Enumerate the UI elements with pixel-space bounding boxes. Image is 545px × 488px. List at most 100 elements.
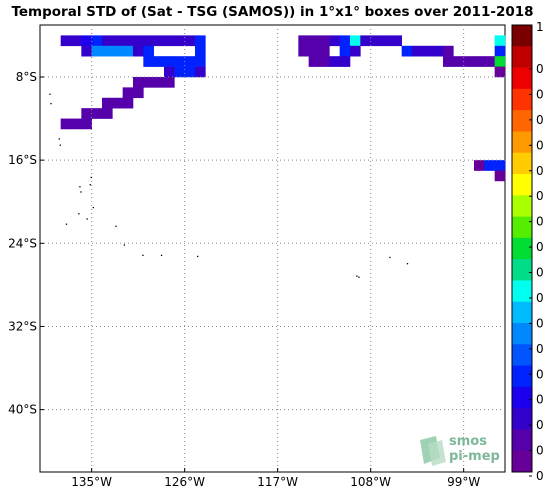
data-cell [298,35,309,47]
island-speck [123,244,125,246]
data-cell [443,56,454,67]
colorbar-label: 0 [536,138,544,152]
data-cell [350,35,361,47]
data-cell [81,118,92,130]
data-cell [494,35,506,47]
data-cell [474,56,485,67]
data-cell [195,66,206,78]
data-cell [484,160,495,171]
island-speck [160,254,163,257]
data-cell [91,35,103,47]
island-speck [59,144,61,146]
map-title: Temporal STD of (Sat - TSG (SAMOS)) in 1… [11,4,534,20]
y-tick-label: 24°S [8,236,37,250]
data-cell [391,35,402,47]
data-cell [122,35,134,47]
colorbar-segment [512,131,532,154]
colorbar-label: 0 [536,367,544,381]
island-speck [406,263,409,265]
colorbar-label: 0 [536,164,544,178]
gridlines [40,25,505,472]
colorbar-segment [512,67,532,90]
data-cell [195,45,206,57]
y-tick-label: 40°S [8,403,37,417]
data-cell [91,45,103,57]
data-cell [184,66,196,78]
y-axis-ticks: 8°S 16°S 24°S 32°S 40°S [8,70,44,417]
data-cell [143,45,154,57]
data-cell [122,97,134,109]
island-speck [79,186,81,188]
data-cell [339,56,351,67]
colorbar-label: 0 [536,469,544,483]
data-cell [350,45,361,57]
data-cell [153,56,165,67]
data-cell [339,45,351,57]
data-cell [102,35,113,47]
data-cell [432,45,444,57]
island-speck [197,255,199,258]
colorbar-segment [512,237,532,260]
island-speck [65,223,68,225]
data-cell [71,35,82,47]
colorbar-segment [512,429,532,452]
map-frame [39,24,506,473]
y-tick-label: 8°S [16,70,37,84]
data-cell [81,108,92,119]
data-cell [174,35,185,47]
data-cell [174,66,185,78]
data-cell [164,35,175,47]
colorbar-segment [512,386,532,409]
x-tick-label: 99°W [447,475,480,488]
data-cell [329,35,340,47]
data-cell [81,45,92,57]
colorbar-segment [512,408,532,430]
data-cell [133,87,144,99]
island-speck [50,102,52,105]
data-cell [463,56,475,67]
colorbar: 1 0 0 0 0 0 0 0 0 0 0 0 0 0 0 0 0 0 [511,20,544,483]
colorbar-label: 0 [536,87,544,101]
data-cell [164,66,175,78]
colorbar-label: 0 [536,291,544,305]
data-cell [381,35,392,47]
x-tick-label: 117°W [257,475,298,488]
colorbar-segment [512,88,532,111]
colorbar-label: 0 [536,266,544,280]
colorbar-segment [512,450,532,473]
colorbar-segment [512,174,532,196]
colorbar-segment [512,323,532,345]
colorbar-segment [512,25,532,47]
data-cell [112,97,123,109]
colorbar-segment [512,110,532,132]
data-cell [494,160,506,171]
data-cell [308,56,320,67]
data-cell [133,35,144,47]
cells-layer [60,35,506,182]
colorbar-label: 0 [536,189,544,203]
data-cell [339,35,351,47]
data-cell [102,45,113,57]
island-speck [92,206,94,209]
data-cell [184,35,196,47]
data-cell [319,56,330,67]
data-cell [308,35,320,47]
data-cell [298,45,309,57]
data-cell [370,35,382,47]
data-cell [153,76,165,88]
data-cell [319,45,330,57]
colorbar-segment [512,216,532,239]
data-cell [422,45,433,57]
data-cell [143,76,154,88]
colorbar-label: 0 [536,444,544,458]
island-speck [90,176,92,179]
x-tick-label: 108°W [350,475,391,488]
data-cell [360,35,371,47]
colorbar-label: 0 [536,393,544,407]
colorbar-segment [512,280,532,303]
colorbar-label: 0 [536,418,544,432]
data-cell [143,56,154,67]
data-cell [174,56,185,67]
data-cell [153,35,165,47]
